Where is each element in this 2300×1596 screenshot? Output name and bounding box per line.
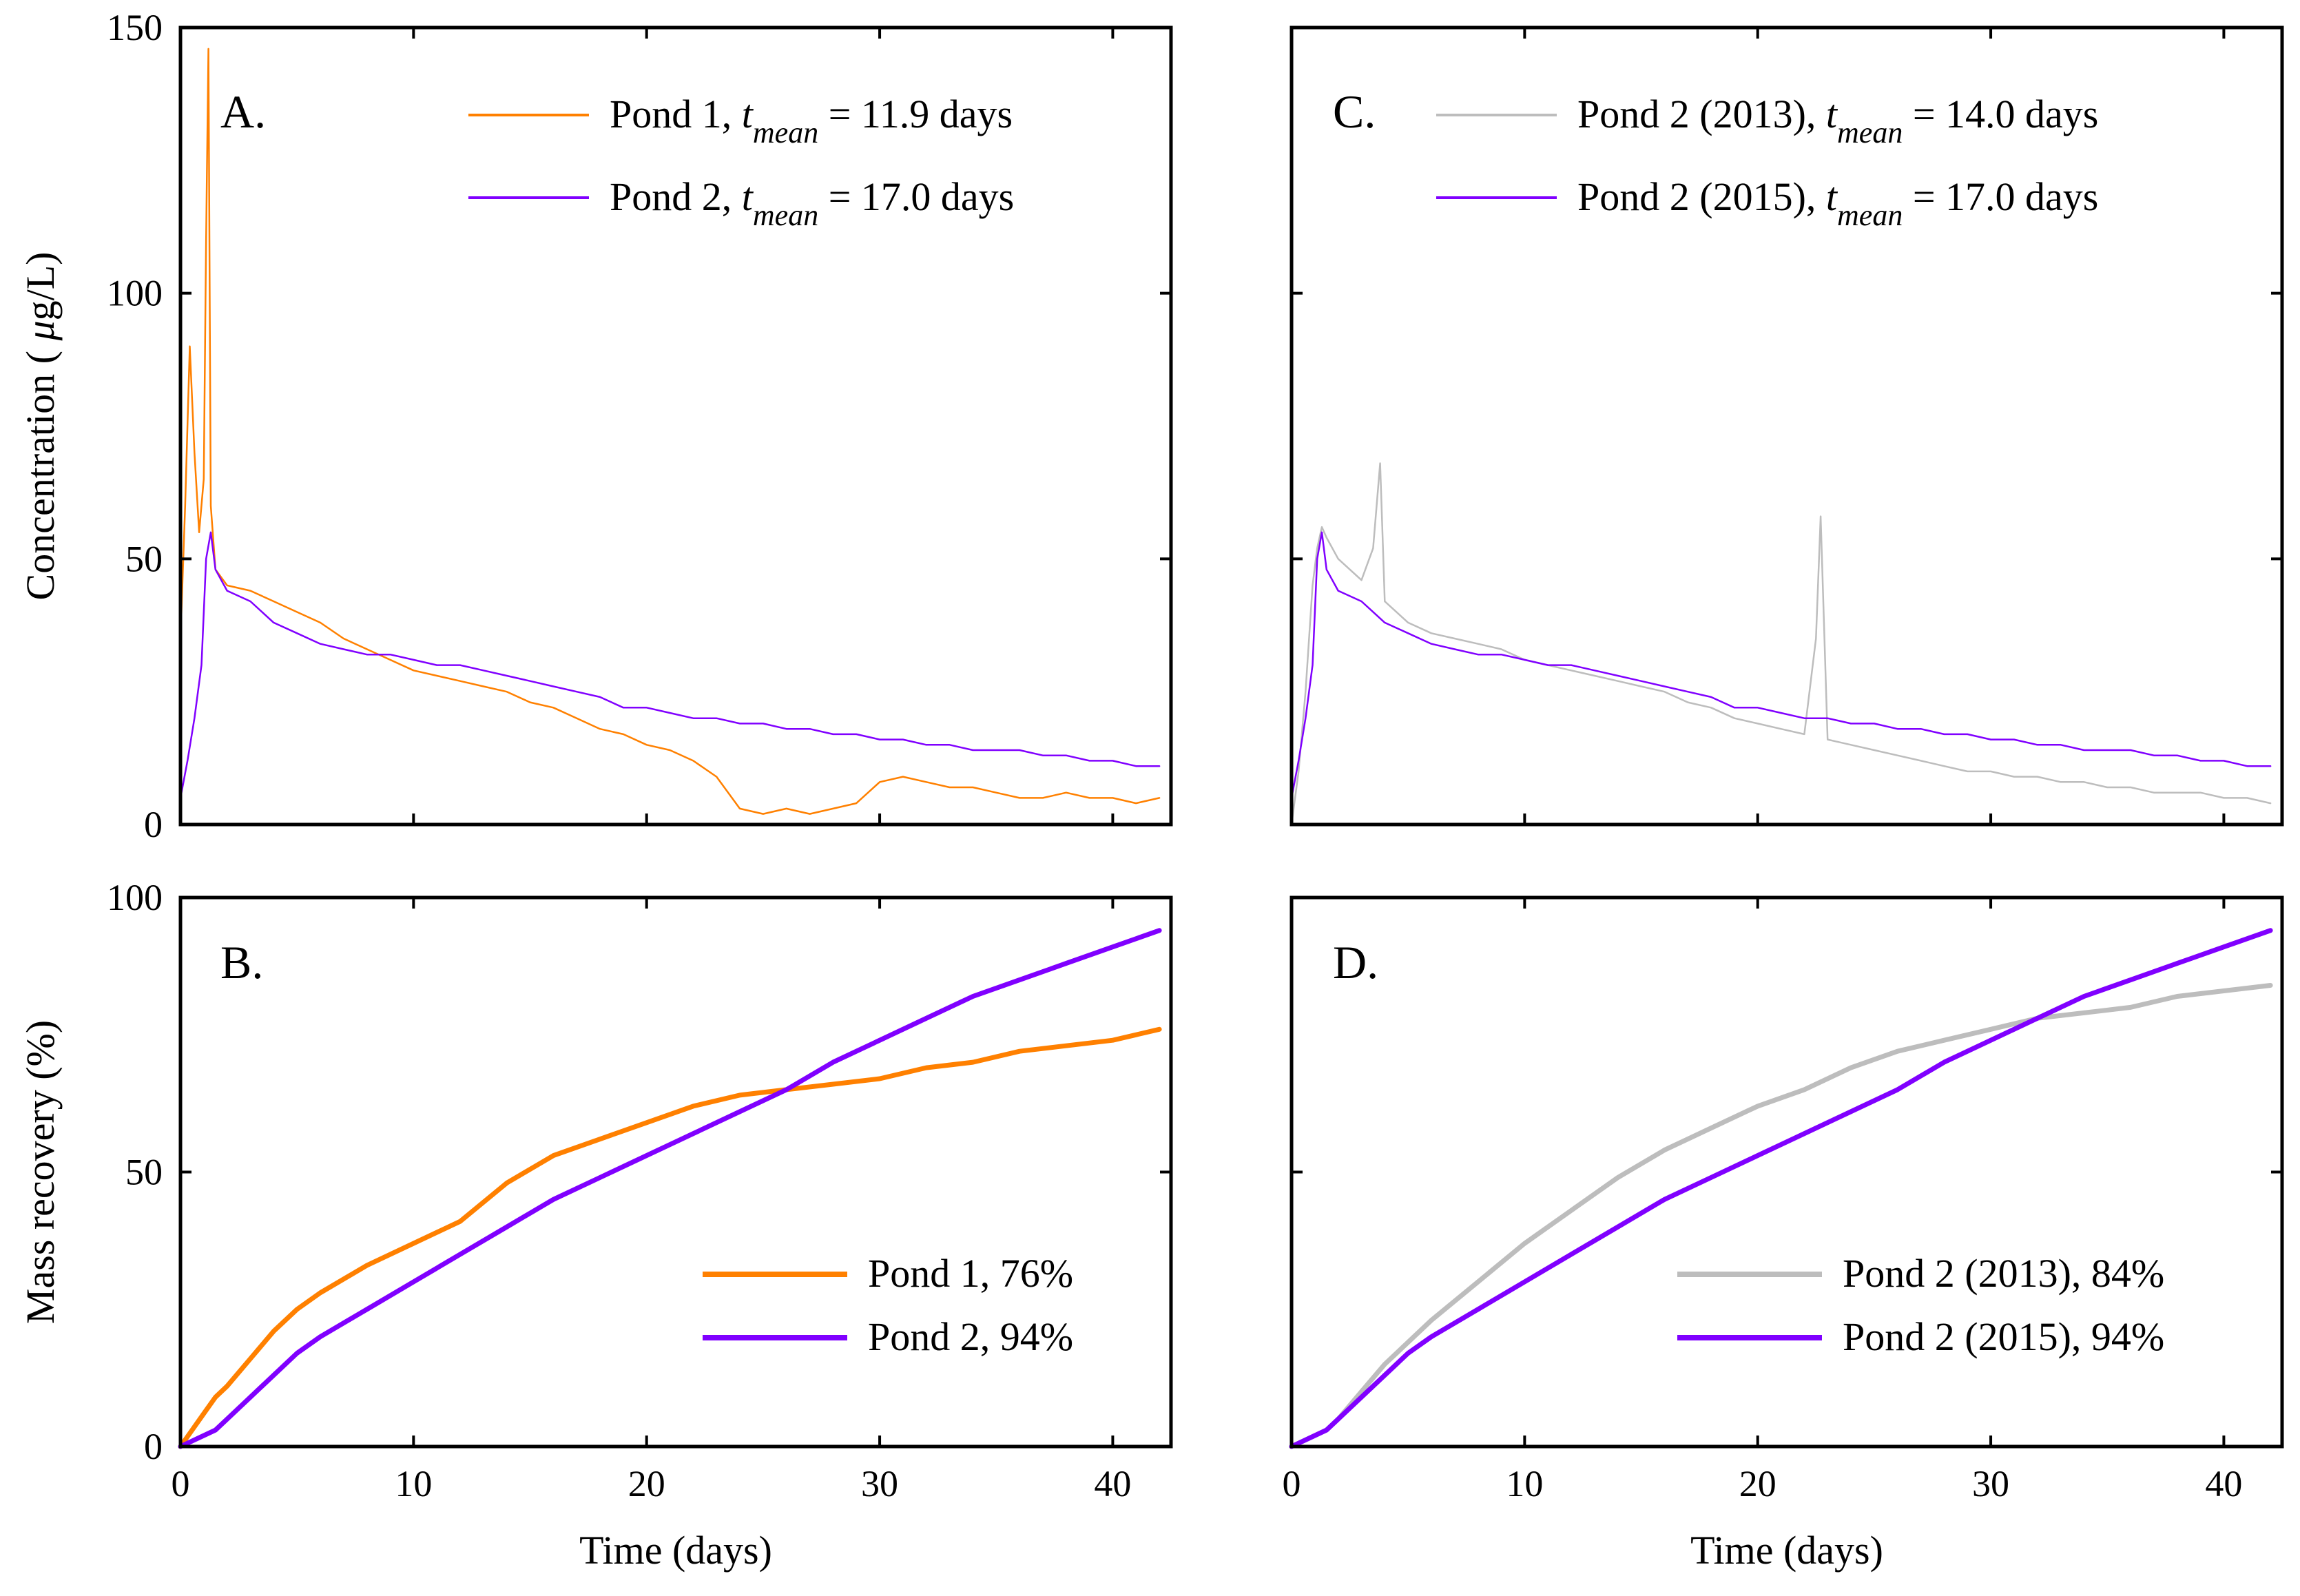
axes-box bbox=[178, 25, 1173, 827]
y-tick-label: 50 bbox=[125, 538, 163, 579]
x-axis-label: Time (days) bbox=[579, 1528, 772, 1573]
panel-label: D. bbox=[1333, 936, 1378, 988]
legend-entry: Pond 2 (2015), 94% bbox=[1843, 1314, 2164, 1359]
legend: Pond 1, tmean = 11.9 days Pond 2, tmean =… bbox=[468, 92, 1014, 232]
panel-label: B. bbox=[220, 936, 263, 988]
legend: Pond 1, 76% Pond 2, 94% bbox=[703, 1251, 1073, 1359]
y-tick-label: 100 bbox=[107, 877, 163, 918]
series-line-pond-2-2015- bbox=[1290, 531, 2272, 799]
x-tick-label: 20 bbox=[1739, 1463, 1776, 1504]
legend-entry: Pond 2 (2013), 84% bbox=[1843, 1251, 2164, 1296]
legend-entry: Pond 1, 76% bbox=[868, 1251, 1073, 1296]
y-axis-label: Concentration ( μg/L) bbox=[18, 252, 63, 601]
series-line-pond-1 bbox=[178, 1026, 1162, 1449]
axes-box bbox=[1289, 25, 2284, 827]
x-tick-label: 10 bbox=[1506, 1463, 1543, 1504]
legend-entry: Pond 2, tmean = 17.0 days bbox=[610, 174, 1014, 232]
legend-entry: Pond 1, tmean = 11.9 days bbox=[610, 92, 1013, 149]
y-tick-label: 100 bbox=[107, 273, 163, 314]
x-tick-label: 10 bbox=[395, 1463, 432, 1504]
panel-b: 0 10 20 30 40 0 50 100 Time (days) Mass recovery … bbox=[18, 877, 1173, 1573]
x-tick-label: 0 bbox=[1283, 1463, 1301, 1504]
panel-a: 0 50 100 150 Concentration ( μg/L) A. Pond 1, … bbox=[18, 7, 1173, 845]
y-tick-label: 0 bbox=[144, 804, 163, 845]
legend: Pond 2 (2013), tmean = 14.0 days Pond 2 (… bbox=[1436, 92, 2098, 232]
legend-entry: Pond 2 (2015), tmean = 17.0 days bbox=[1577, 174, 2098, 232]
x-tick-label: 30 bbox=[1972, 1463, 2009, 1504]
series-line-pond-2-2013- bbox=[1289, 983, 2273, 1449]
legend: Pond 2 (2013), 84% Pond 2 (2015), 94% bbox=[1677, 1251, 2164, 1359]
y-tick-label: 50 bbox=[125, 1152, 163, 1193]
x-tick-label: 40 bbox=[2205, 1463, 2242, 1504]
series-line-pond-2 bbox=[179, 531, 1161, 799]
panel-label: C. bbox=[1333, 85, 1376, 138]
series-line-pond-2-2015- bbox=[1289, 928, 2273, 1449]
x-tick-label: 30 bbox=[861, 1463, 898, 1504]
y-tick-label: 150 bbox=[107, 7, 163, 48]
x-axis-label: Time (days) bbox=[1690, 1528, 1883, 1573]
series-line-pond-2-2013- bbox=[1290, 462, 2272, 826]
legend-entry: Pond 2 (2013), tmean = 14.0 days bbox=[1577, 92, 2098, 149]
panel-d: 0 10 20 30 40 Time (days) D. Pond 2 (2013), 84%… bbox=[1283, 895, 2284, 1573]
x-tick-label: 40 bbox=[1094, 1463, 1131, 1504]
x-tick-label: 0 bbox=[172, 1463, 190, 1504]
panel-label: A. bbox=[220, 85, 266, 138]
series-line-pond-2 bbox=[178, 928, 1162, 1449]
y-tick-label: 0 bbox=[144, 1426, 163, 1467]
y-axis-label: Mass recovery (%) bbox=[18, 1020, 63, 1324]
series-line-pond-1 bbox=[179, 48, 1161, 815]
x-tick-label: 20 bbox=[628, 1463, 665, 1504]
legend-entry: Pond 2, 94% bbox=[868, 1314, 1073, 1359]
